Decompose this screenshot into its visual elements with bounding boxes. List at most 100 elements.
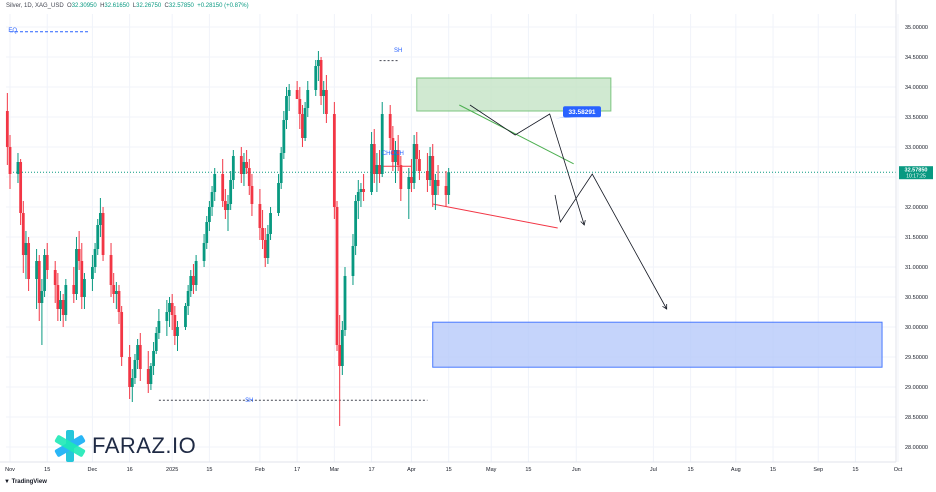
- time-tick-label: 15: [44, 467, 50, 473]
- time-tick-label: 15: [770, 467, 776, 473]
- price-tick-label: 32.00000: [905, 205, 928, 211]
- candle-body: [317, 60, 320, 66]
- candle-body: [130, 378, 134, 387]
- candle-body: [380, 114, 384, 174]
- candle-body: [35, 261, 38, 279]
- candle-body: [8, 147, 12, 174]
- time-tick-label: Mar: [330, 467, 340, 473]
- price-axis[interactable]: 35.00000 34.50000 34.00000 33.50000 33.00000…: [895, 0, 933, 462]
- close-value: 32.57850: [168, 3, 194, 9]
- annotation-sh: SH: [394, 48, 402, 54]
- price-tick-label: 29.00000: [905, 385, 928, 391]
- price-tick-label: 30.00000: [905, 325, 928, 331]
- candle-body: [231, 156, 235, 180]
- price-zones: [416, 77, 883, 368]
- candle-body: [98, 213, 102, 225]
- price-tick-label: 28.50000: [905, 415, 928, 421]
- annotation-choch: CHOCH: [382, 151, 404, 157]
- brand-watermark: FARAZ.IO: [52, 428, 196, 464]
- current-price-badge: [899, 166, 933, 180]
- candle-body: [43, 255, 46, 291]
- candle-body: [415, 144, 419, 159]
- tradingview-logo: ▼ TradingView: [4, 479, 47, 485]
- candle-body: [298, 99, 302, 114]
- time-tick-label: Sep: [813, 467, 823, 473]
- candle-body: [324, 90, 328, 114]
- candle-body: [223, 201, 227, 210]
- time-tick-label: 15: [688, 467, 694, 473]
- candle-body: [356, 192, 360, 201]
- supply-zone: [416, 77, 612, 112]
- candle-body: [319, 60, 323, 96]
- candle-body: [184, 306, 187, 327]
- chart-drawings: [10, 31, 896, 401]
- candle-body: [277, 183, 280, 213]
- candle-body: [306, 90, 310, 108]
- candle-body: [388, 114, 392, 138]
- time-tick-label: Jun: [572, 467, 581, 473]
- candle-body: [444, 186, 448, 195]
- price-tag-label: 33.58291: [568, 109, 595, 116]
- candle-body: [372, 144, 376, 174]
- candle-body: [343, 276, 347, 330]
- symbol-name: Silver, 1D, XAG_USD: [6, 3, 64, 9]
- candle-body: [332, 114, 336, 207]
- candle-body: [436, 180, 440, 186]
- candle-body: [53, 270, 57, 285]
- price-tick-label: 34.00000: [905, 85, 928, 91]
- time-tick-label: 15: [852, 467, 858, 473]
- time-tick-label: Dec: [88, 467, 98, 473]
- candle-body: [64, 285, 68, 315]
- candle-body: [16, 162, 20, 174]
- candle-body: [96, 225, 100, 249]
- candle-body: [61, 300, 65, 315]
- candle-body: [205, 222, 209, 243]
- candle-body: [431, 156, 435, 195]
- candle-body: [40, 291, 44, 303]
- candle-body: [263, 240, 267, 258]
- candle-body: [340, 330, 344, 366]
- candle-body: [301, 114, 304, 138]
- candle-body: [282, 120, 286, 153]
- time-tick-label: Oct: [894, 467, 903, 473]
- candle-body: [213, 174, 217, 192]
- candle-body: [93, 249, 97, 267]
- annotation-sh: SH: [245, 398, 253, 404]
- open-value: 32.30950: [71, 3, 97, 9]
- projection-path-2: [554, 173, 668, 310]
- time-axis[interactable]: Nov 15 Dec 16 2025 15 Feb 17 Mar 17 Apr 15 May 15 Jun J…: [0, 461, 903, 473]
- candle-body: [322, 90, 326, 96]
- price-tick-label: 34.50000: [905, 55, 928, 61]
- candle-body: [133, 360, 137, 378]
- tradingview-icon: ▼: [4, 479, 10, 485]
- chart-annotations: SH CHOCH SH EQ 33.58291: [8, 28, 602, 404]
- candle-body: [426, 171, 429, 180]
- price-tag-pointer: [555, 117, 578, 119]
- projection-path-1: [469, 104, 585, 226]
- candle-body: [192, 276, 195, 285]
- candle-body: [396, 150, 400, 165]
- candle-body: [37, 261, 41, 303]
- time-tick-label: Apr: [407, 467, 416, 473]
- time-tick-label: 16: [127, 467, 133, 473]
- current-price-label: 32.57850: [905, 168, 928, 174]
- candle-body: [168, 303, 171, 312]
- symbol-header: Silver, 1D, XAG_USD O32.30950 H32.61650 …: [6, 3, 249, 9]
- candle-body: [112, 285, 116, 294]
- candle-body: [83, 279, 86, 297]
- candle-body: [136, 345, 140, 360]
- candle-body: [154, 333, 158, 351]
- price-tag-box: [563, 106, 602, 118]
- candle-body: [351, 246, 355, 276]
- candle-body: [391, 138, 395, 162]
- candle-body: [266, 234, 270, 258]
- candle-body: [407, 177, 411, 189]
- time-tick-label: 15: [206, 467, 212, 473]
- candle-body: [258, 204, 262, 228]
- price-tick-label: 29.50000: [905, 355, 928, 361]
- candle-body: [412, 144, 416, 183]
- time-tick-label: Aug: [731, 467, 741, 473]
- candle-body: [269, 213, 272, 234]
- candle-body: [27, 243, 31, 279]
